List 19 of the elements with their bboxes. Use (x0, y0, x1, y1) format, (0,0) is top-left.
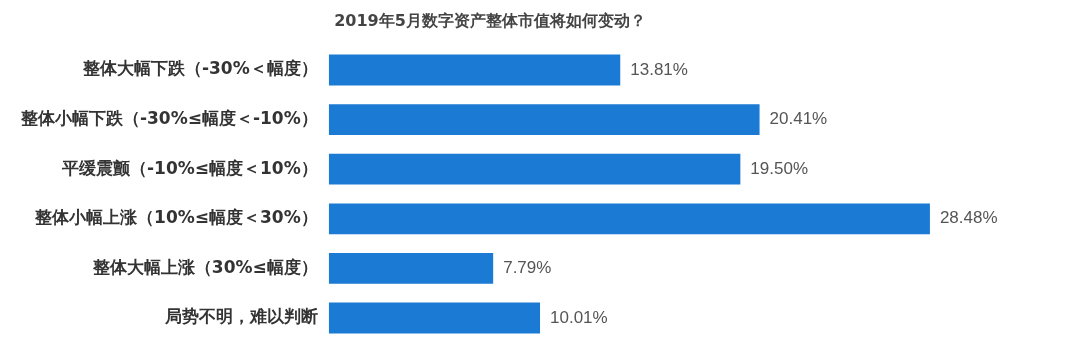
bar (328, 104, 760, 135)
y-tick-label: 平缓震颤（-10%≤幅度＜10%） (61, 157, 318, 178)
bar (328, 253, 494, 284)
bar (328, 203, 930, 235)
y-tick-label: 局势不明，难以判断 (163, 306, 318, 327)
y-tick-label: 整体小幅上涨（10%≤幅度＜30%） (34, 207, 318, 228)
y-tick-label: 整体大幅下跌（-30%＜幅度） (81, 58, 318, 79)
data-label: 13.81% (630, 59, 688, 79)
y-tick-label: 整体大幅上涨（30%≤幅度） (91, 256, 318, 277)
data-label: 19.50% (750, 158, 809, 178)
bar (328, 302, 541, 334)
data-label: 10.01% (550, 307, 608, 327)
data-label: 20.41% (769, 109, 828, 129)
y-tick-label: 整体小幅下跌（-30%≤幅度＜-10%） (19, 108, 318, 129)
bar (328, 153, 741, 185)
chart-title: 2019年5月数字资产整体市值将如何变动？ (334, 10, 646, 30)
bar (328, 54, 621, 86)
data-label: 7.79% (503, 258, 552, 278)
data-label: 28.48% (939, 208, 998, 228)
